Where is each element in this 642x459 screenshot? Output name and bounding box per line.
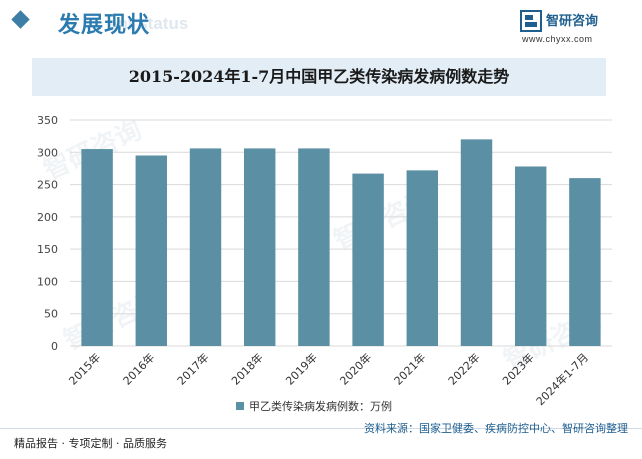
y-tick-label: 250 <box>37 179 58 192</box>
x-tick-label: 2015年 <box>66 350 103 387</box>
brand-block: 智研咨询 www.chyxx.com <box>520 8 630 48</box>
header-background-text: ent status <box>108 14 189 33</box>
page-footer: 资料来源：国家卫健委、疾病防控中心、智研咨询整理 精品报告 · 专项定制 · 品… <box>0 422 642 459</box>
x-tick-label: 2020年 <box>337 350 374 387</box>
bar <box>298 148 330 346</box>
section-title: 发展现状 <box>58 13 151 38</box>
source-note: 资料来源：国家卫健委、疾病防控中心、智研咨询整理 <box>364 422 628 435</box>
chart-title-bar: 2015-2024年1-7月中国甲乙类传染病发病例数走势 <box>32 58 606 96</box>
bar <box>135 155 168 346</box>
y-tick-label: 350 <box>37 114 58 127</box>
x-tick-label: 2016年 <box>120 350 157 387</box>
chart-title: 2015-2024年1-7月中国甲乙类传染病发病例数走势 <box>128 67 510 86</box>
bar <box>569 178 601 346</box>
x-tick-label: 2023年 <box>499 350 536 387</box>
legend-label: 甲乙类传染病发病例数：万例 <box>249 399 392 413</box>
bar <box>352 173 384 346</box>
brand-url: www.chyxx.com <box>522 34 593 44</box>
y-tick-label: 150 <box>37 243 58 256</box>
bar-chart: 0 50 100 150 200 250 300 350 2015年 2016年 2017年 2018… <box>37 114 612 413</box>
x-tick-label: 2017年 <box>174 350 211 387</box>
y-tick-label: 100 <box>37 275 58 288</box>
brand-name: 智研咨询 <box>546 14 599 29</box>
bar <box>406 170 439 346</box>
x-tick-label: 2021年 <box>391 350 428 387</box>
bar <box>189 148 222 346</box>
legend-swatch <box>236 402 244 410</box>
brand-logo-icon <box>520 10 542 32</box>
y-tick-label: 0 <box>51 340 58 353</box>
x-tick-label: 2019年 <box>283 350 320 387</box>
y-tick-label: 50 <box>44 308 58 321</box>
y-tick-label: 300 <box>37 146 58 159</box>
bar <box>514 166 547 346</box>
bar <box>243 148 276 346</box>
bar <box>460 139 493 346</box>
page-header: ent status 发展现状 智研咨询 www.chyxx.com <box>0 0 642 52</box>
y-tick-label: 200 <box>37 211 58 224</box>
x-tick-label: 2024年1-7月 <box>533 350 591 408</box>
x-tick-label: 2018年 <box>228 350 265 387</box>
x-tick-label: 2022年 <box>445 350 482 387</box>
footer-slogan: 精品报告 · 专项定制 · 品质服务 <box>14 437 167 450</box>
diamond-icon <box>11 10 30 29</box>
bar <box>81 149 113 346</box>
